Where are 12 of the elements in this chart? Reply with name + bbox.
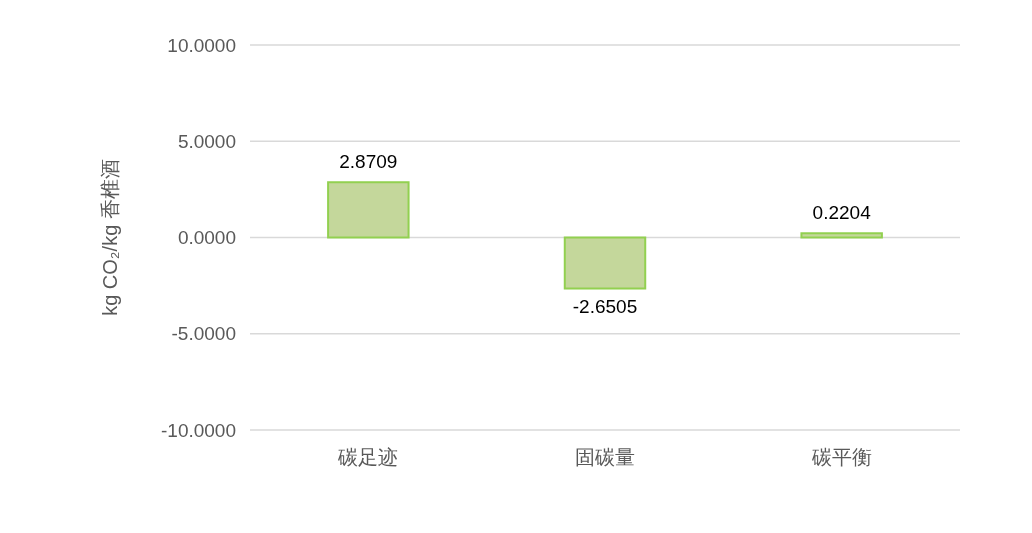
- data-label: 2.8709: [339, 151, 398, 173]
- y-tick-label: 0.0000: [177, 227, 236, 248]
- y-axis-title: kg CO₂/kg 香椎酒: [99, 159, 121, 316]
- y-tick-label: -5.0000: [171, 323, 236, 345]
- x-tick-label: 固碳量: [575, 446, 635, 468]
- x-tick-label: 碳足迹: [337, 446, 399, 468]
- data-label: -2.6505: [572, 295, 638, 317]
- y-tick-label: 10.0000: [167, 34, 236, 56]
- data-label: 0.2204: [812, 202, 872, 224]
- x-tick-label: 碳平衡: [810, 446, 872, 468]
- y-tick-label: -10.0000: [160, 419, 236, 441]
- y-tick-label: 5.0000: [177, 130, 236, 152]
